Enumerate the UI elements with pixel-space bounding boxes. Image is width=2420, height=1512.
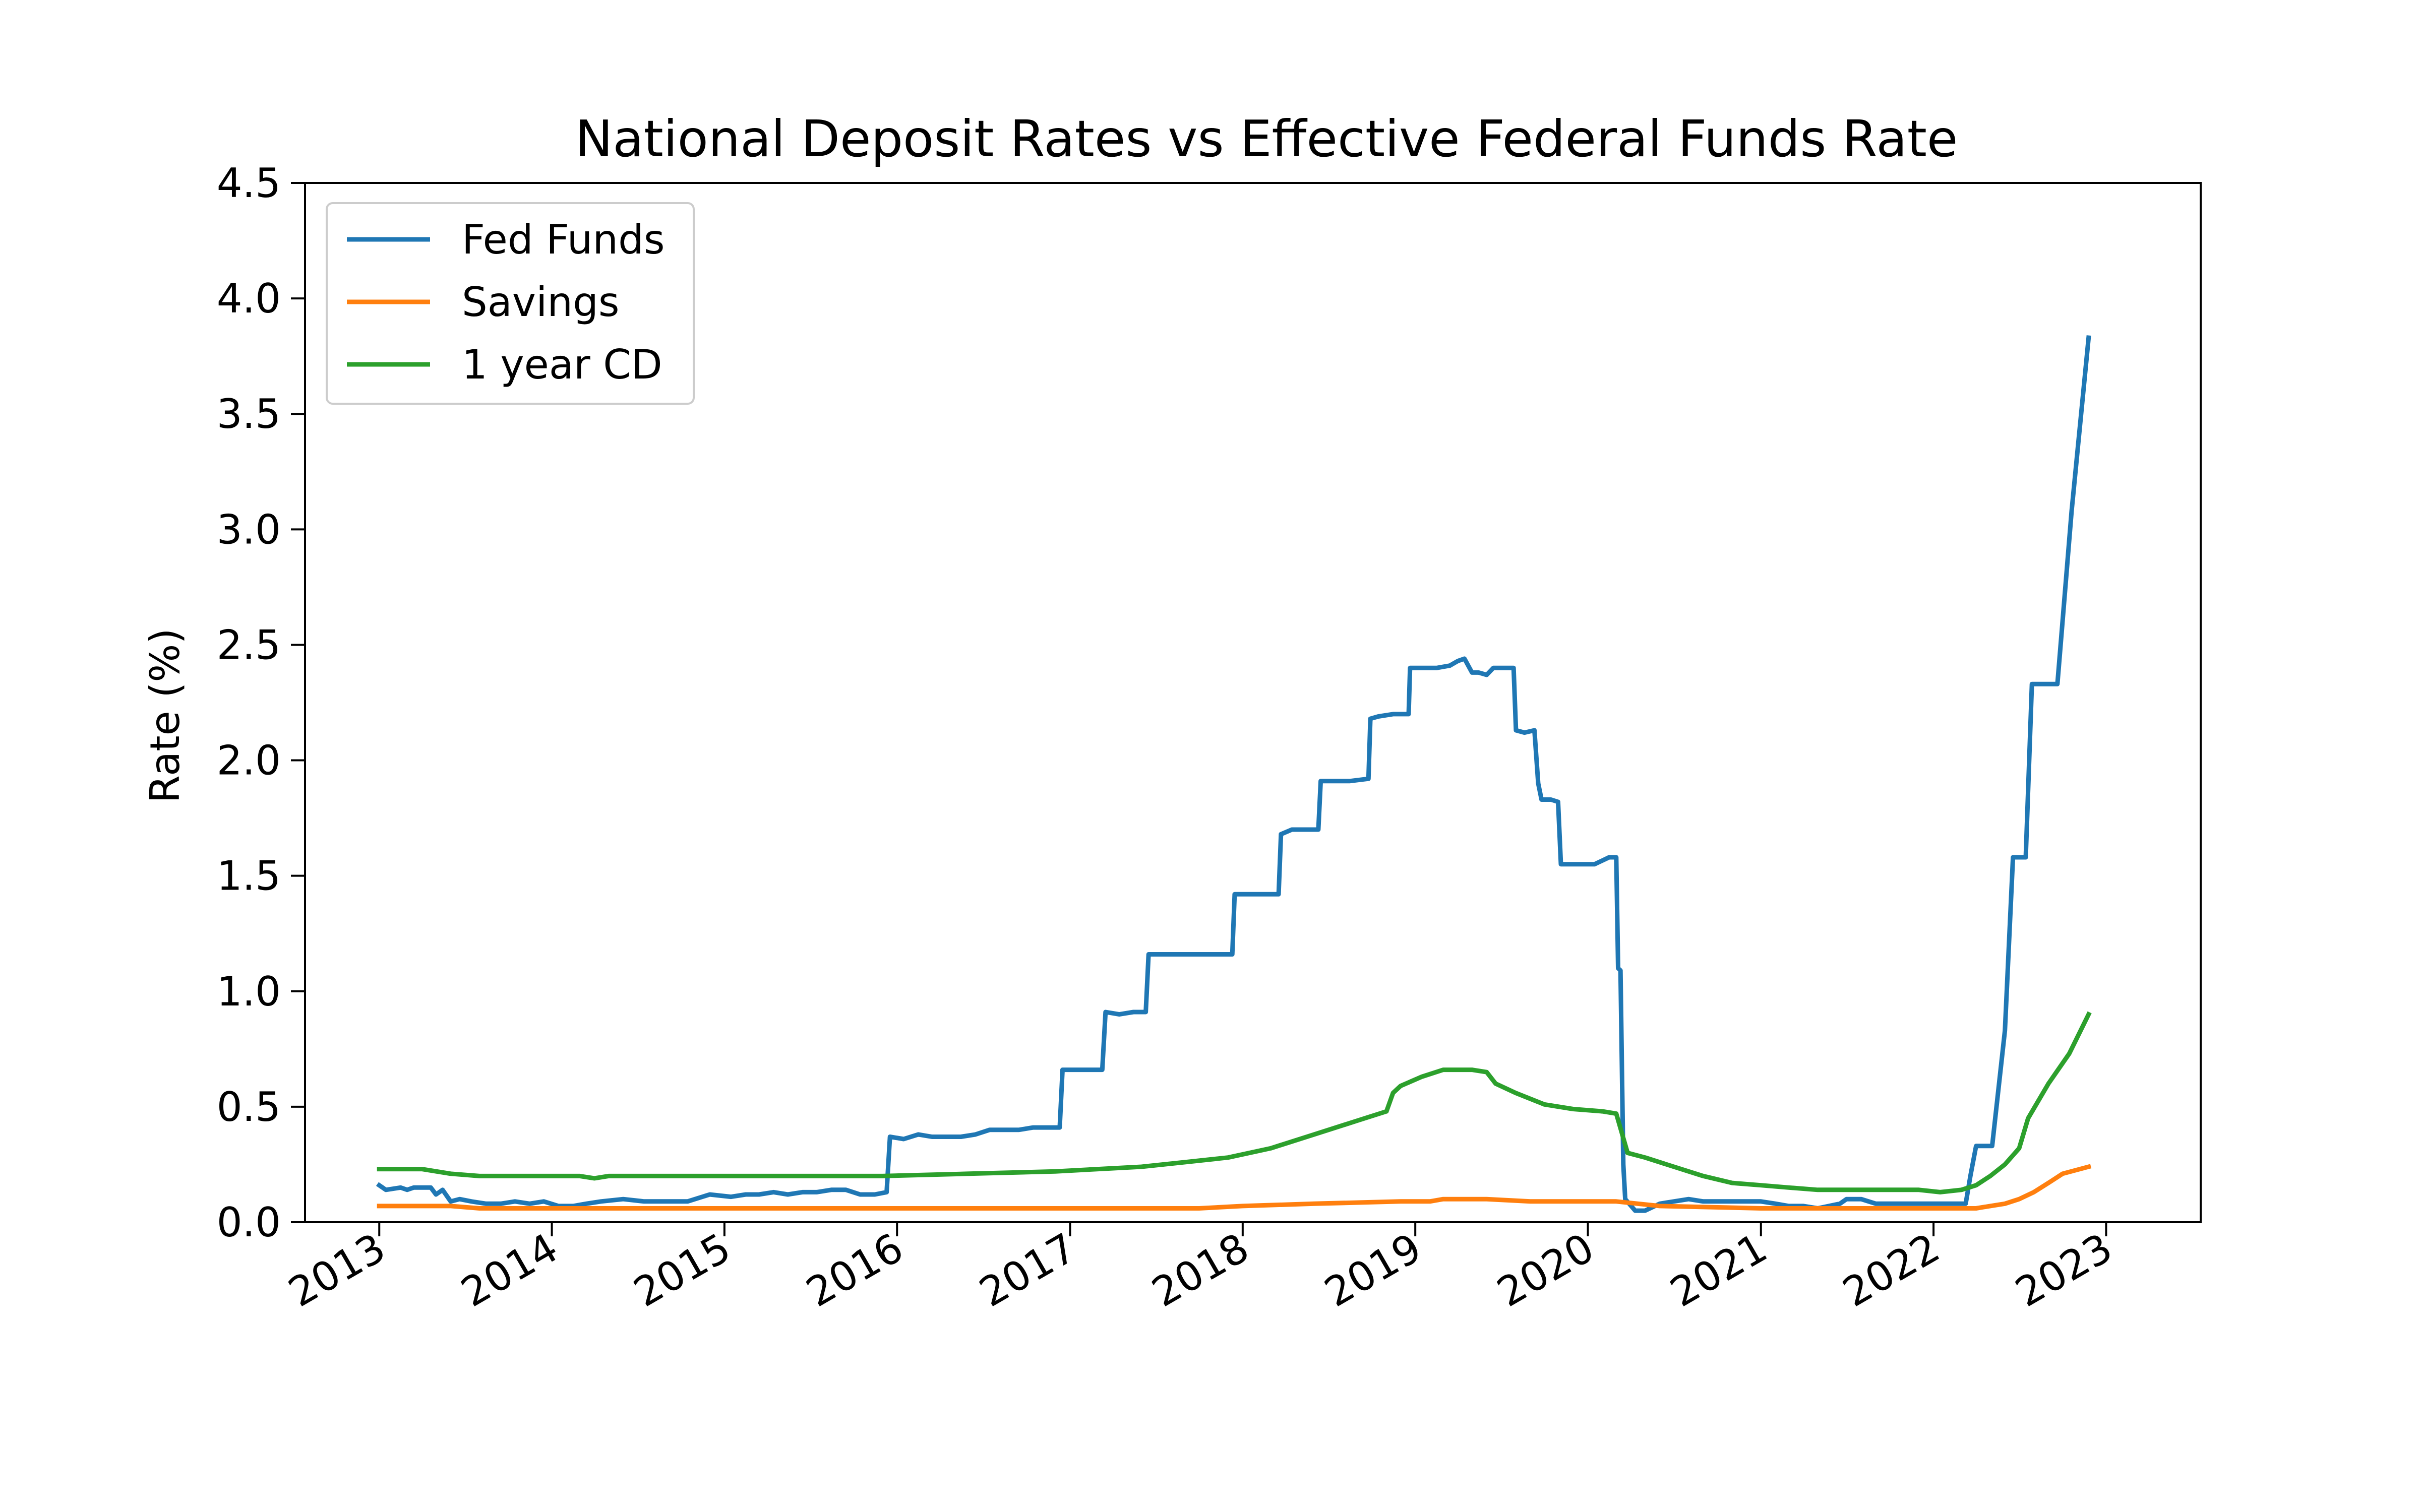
series-line-fed-funds xyxy=(376,335,2091,1213)
legend-label: 1 year CD xyxy=(462,341,662,388)
legend-box xyxy=(326,202,695,405)
y-tick-label: 3.5 xyxy=(217,391,281,437)
y-tick-label: 3.0 xyxy=(217,506,281,553)
chart-title: National Deposit Rates vs Effective Fede… xyxy=(575,109,1958,168)
series-line-savings xyxy=(377,1164,2092,1211)
y-tick-label: 1.0 xyxy=(217,968,281,1015)
y-tick-label: 0.0 xyxy=(217,1199,281,1246)
y-tick-label: 0.5 xyxy=(217,1084,281,1130)
plot-series xyxy=(376,335,2092,1213)
y-tick-label: 4.0 xyxy=(217,275,281,322)
y-axis-label: Rate (%) xyxy=(142,628,189,803)
y-tick-label: 4.5 xyxy=(217,160,281,207)
legend-label: Fed Funds xyxy=(462,216,665,263)
plot-area-frame xyxy=(304,182,2202,1223)
y-tick-label: 1.5 xyxy=(217,853,281,900)
y-tick-label: 2.0 xyxy=(217,737,281,784)
legend: Fed Funds Savings 1 year CD xyxy=(326,202,695,405)
series-line-1-year-cd xyxy=(377,1011,2092,1194)
legend-label: Savings xyxy=(462,279,620,326)
y-tick-label: 2.5 xyxy=(217,621,281,668)
y-axis: 0.0 0.5 1.0 1.5 2.0 2.5 3.0 3.5 4.0 4.5 xyxy=(217,160,305,1246)
